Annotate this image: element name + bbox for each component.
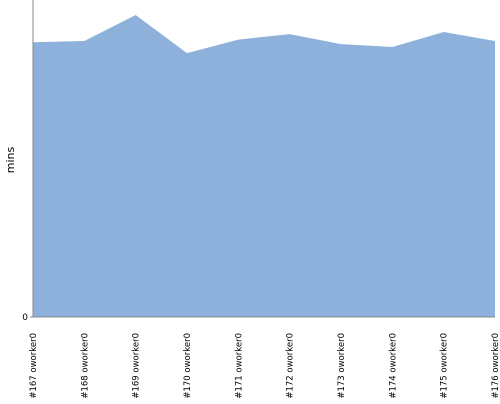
x-tick-label: #175 oworker0	[440, 333, 450, 399]
x-tick-label: #169 oworker0	[132, 333, 142, 399]
x-tick-label: #171 oworker0	[234, 333, 244, 399]
x-tick-label: #170 oworker0	[183, 333, 193, 399]
x-tick-label: #176 oworker0	[491, 333, 500, 399]
x-tick-label: #173 oworker0	[337, 333, 347, 399]
x-tick-label: #167 oworker0	[29, 333, 39, 399]
y-axis-label: mins	[4, 146, 17, 173]
x-tick-label: #172 oworker0	[286, 333, 296, 399]
y-tick-label: 0	[22, 313, 28, 323]
x-tick-label: #168 oworker0	[80, 333, 90, 399]
x-tick-label: #174 oworker0	[388, 333, 398, 399]
area	[33, 15, 495, 318]
